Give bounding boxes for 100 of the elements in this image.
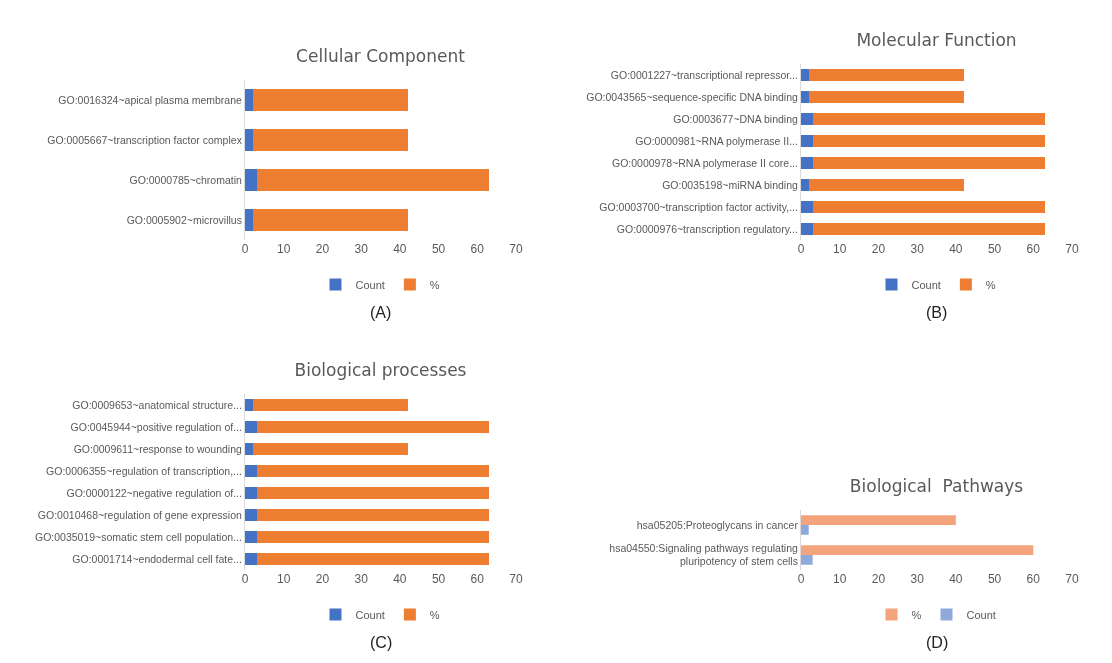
x-tick-label: 60 [1026,242,1041,256]
x-tick-label: 20 [871,242,886,256]
chart-title: Biological processes [294,360,467,380]
x-tick-label: 10 [833,572,847,586]
y-tick-label: GO:0000976~transcription regulatory... [616,222,798,235]
bar [256,420,489,434]
y-tick-label: GO:0001227~transcriptional repressor... [610,68,798,81]
bar [245,442,253,456]
bar [252,442,408,456]
y-tick-label: GO:0000785~chromatin [129,173,243,186]
legend-label: Count [966,608,996,621]
bar [245,508,257,522]
x-tick-label: 50 [987,572,1002,586]
bar [801,200,813,214]
bar [256,169,489,191]
x-tick-label: 60 [1026,572,1041,586]
x-tick-label: 0 [241,242,249,256]
bar [801,545,1034,555]
x-tick-label: 40 [949,242,963,256]
bar [801,68,809,82]
y-tick-label: GO:0016324~apical plasma membrane [58,93,243,106]
y-tick-label: GO:0035198~miRNA binding [662,178,799,191]
text: (C) [370,634,393,651]
bar [812,156,1045,170]
bar [256,552,489,566]
y-tick-label: GO:0010468~regulation of gene expression [37,508,243,521]
legend-label: % [429,278,440,291]
x-tick-label: 50 [987,242,1002,256]
y-tick-label: GO:0003700~transcription factor activity,... [599,200,798,213]
x-tick-label: 10 [833,242,847,256]
x-tick-label: 40 [949,572,963,586]
x-tick-label: 0 [241,572,249,586]
y-tick-label: GO:0005667~transcription factor complex [47,133,243,146]
x-tick-label: 30 [354,572,369,586]
x-tick-label: 50 [431,242,446,256]
bar [812,222,1045,236]
legend-label: % [911,608,922,621]
x-tick-label: 70 [1065,572,1079,586]
x-tick-label: 30 [910,242,925,256]
y-tick-label: GO:0045944~positive regulation of... [70,420,242,433]
legend-label: Count [355,608,385,621]
x-tick-label: 40 [393,242,407,256]
y-tick-label: GO:0009653~anatomical structure... [72,398,242,411]
bar [245,530,257,544]
bar [245,169,257,191]
x-tick-label: 60 [470,572,485,586]
y-tick-label: GO:0006355~regulation of transcription,... [46,464,242,477]
text: (D) [926,634,949,651]
bar [245,129,253,151]
bar [245,552,257,566]
y-tick-label: GO:0001714~endodermal cell fate... [72,552,242,565]
chart-title: Biological Pathways [849,476,1024,496]
text: (B) [926,304,948,321]
bar [245,209,253,231]
x-tick-label: 50 [431,572,446,586]
legend-label: Count [355,278,385,291]
bar [801,222,813,236]
bar [245,398,253,412]
bar [808,178,964,192]
y-tick-label: GO:0009611~response to wounding [73,442,243,455]
y-tick-label: hsa05205:Proteoglycans in cancer [636,518,799,531]
bar [245,464,257,478]
bar [808,90,964,104]
x-tick-label: 0 [797,572,805,586]
chart-title: Cellular Component [296,46,466,66]
bar [801,178,809,192]
x-tick-label: 20 [315,572,330,586]
bar [256,530,489,544]
bar [252,89,408,111]
y-tick-label: GO:0000122~negative regulation of... [66,486,242,499]
text: (A) [370,304,392,321]
bar [245,89,253,111]
bar [808,68,964,82]
x-tick-label: 30 [910,572,925,586]
y-tick-label: hsa04550:Signaling pathways regulating pluripotency of stem cells [609,541,799,568]
bar [801,134,813,148]
x-tick-label: 0 [797,242,805,256]
bar [812,134,1045,148]
x-tick-label: 70 [509,242,523,256]
y-tick-label: GO:0005902~microvillus [126,213,242,226]
bar [812,112,1045,126]
x-tick-label: 60 [470,242,485,256]
bar [256,464,489,478]
x-tick-label: 30 [354,242,369,256]
y-tick-label: GO:0035019~somatic stem cell population... [34,530,242,543]
x-tick-label: 70 [509,572,523,586]
x-tick-label: 20 [315,242,330,256]
y-tick-label: GO:0000978~RNA polymerase II core... [612,156,798,169]
y-tick-label: GO:0043565~sequence-specific DNA binding [586,90,799,103]
x-tick-label: 10 [277,572,291,586]
bar [245,486,257,500]
bar [252,398,408,412]
bar [252,129,408,151]
x-tick-label: 20 [871,572,886,586]
x-tick-label: 10 [277,242,291,256]
bar [252,209,408,231]
chart-title: Molecular Function [856,30,1017,50]
bar [256,508,489,522]
bar [812,200,1045,214]
legend-label: % [985,278,996,291]
